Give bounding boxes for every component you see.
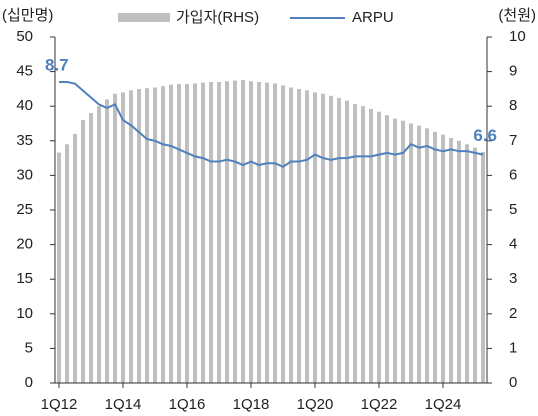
bar — [457, 140, 461, 383]
bar — [201, 82, 205, 383]
bar — [289, 87, 293, 384]
y2-tick-label: 10 — [509, 28, 526, 45]
bar — [481, 151, 485, 383]
bar — [65, 144, 69, 383]
legend-swatch — [118, 13, 170, 22]
bar — [105, 99, 109, 383]
bar — [89, 113, 93, 384]
y-tick-label: 40 — [16, 97, 33, 114]
bar — [161, 86, 165, 383]
bar — [145, 88, 149, 383]
x-tick-label: 1Q22 — [361, 396, 398, 413]
y2-tick-label: 3 — [509, 270, 517, 287]
legend-label: ARPU — [352, 9, 394, 26]
x-tick-label: 1Q16 — [169, 396, 206, 413]
bar — [57, 152, 61, 383]
data-label: 8.7 — [45, 55, 69, 74]
bar — [465, 144, 469, 383]
line — [59, 80, 484, 168]
y-tick-label: 25 — [16, 201, 33, 218]
y-tick-label: 50 — [16, 28, 33, 45]
x-tick-label: 1Q18 — [233, 396, 270, 413]
y2-axis-label: (천원) — [498, 7, 536, 24]
y-tick-label: 5 — [25, 339, 33, 356]
bar — [265, 82, 269, 383]
bar — [113, 93, 117, 383]
bar — [433, 131, 437, 383]
bar — [257, 81, 261, 383]
bar — [321, 93, 325, 383]
bar — [313, 92, 317, 384]
bar — [345, 100, 349, 383]
bar — [297, 88, 301, 384]
bar — [409, 123, 413, 383]
bar — [401, 120, 405, 384]
bar — [329, 95, 333, 383]
x-tick-label: 1Q20 — [297, 396, 334, 413]
bar — [153, 87, 157, 384]
bar — [281, 85, 285, 383]
x-tick-label: 1Q12 — [41, 396, 78, 413]
bar — [233, 80, 237, 383]
bar — [137, 88, 141, 384]
y2-tick-label: 1 — [509, 339, 517, 356]
y2-tick-label: 5 — [509, 201, 517, 218]
data-label: 6.6 — [473, 126, 497, 145]
bar — [305, 90, 309, 383]
y-tick-label: 30 — [16, 166, 33, 183]
y-tick-label: 45 — [16, 63, 33, 80]
bar — [241, 79, 245, 384]
bar — [353, 104, 357, 384]
y2-tick-label: 2 — [509, 305, 517, 322]
bar — [273, 83, 277, 383]
bar — [129, 90, 133, 383]
bar — [169, 84, 173, 384]
bar — [209, 81, 213, 383]
bar — [121, 92, 125, 384]
bar — [337, 97, 341, 383]
bar — [449, 138, 453, 383]
bar — [425, 128, 429, 383]
bar — [97, 106, 101, 383]
bar — [73, 133, 77, 383]
y2-tick-label: 7 — [509, 132, 517, 149]
bar — [369, 108, 373, 383]
y-tick-label: 35 — [16, 132, 33, 149]
bar — [393, 118, 397, 383]
y2-tick-label: 6 — [509, 166, 517, 183]
bar — [249, 81, 253, 384]
bar — [225, 81, 229, 384]
bar — [193, 83, 197, 383]
bar — [385, 115, 389, 384]
x-tick-label: 1Q24 — [425, 396, 462, 413]
y2-tick-label: 9 — [509, 63, 517, 80]
y-tick-label: 0 — [25, 374, 33, 391]
x-tick-label: 1Q14 — [105, 396, 142, 413]
y-tick-label: 20 — [16, 236, 33, 253]
bar — [377, 111, 381, 384]
y2-tick-label: 0 — [509, 374, 517, 391]
y-tick-label: 15 — [16, 270, 33, 287]
bar — [473, 147, 477, 383]
legend-label: 가입자(RHS) — [176, 9, 259, 26]
bar — [217, 81, 221, 383]
bar — [441, 134, 445, 383]
bar — [361, 106, 365, 383]
bar — [177, 84, 181, 383]
y2-tick-label: 4 — [509, 236, 517, 253]
y2-tick-label: 8 — [509, 97, 517, 114]
bar — [185, 84, 189, 383]
bar — [417, 125, 421, 384]
y-axis-label: (십만명) — [2, 7, 53, 24]
bar — [81, 120, 85, 383]
y-tick-label: 10 — [16, 305, 33, 322]
